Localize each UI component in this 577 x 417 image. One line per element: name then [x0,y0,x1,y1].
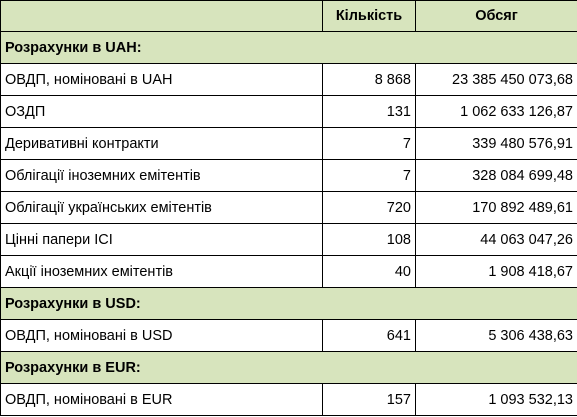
row-volume: 1 908 418,67 [415,255,577,288]
section-title: Розрахунки в EUR: [0,351,577,384]
table-row: ОВДП, номіновані в EUR 157 1 093 532,13 [0,383,577,416]
row-name: ОВДП, номіновані в EUR [0,383,323,416]
table-row: ОВДП, номіновані в USD 641 5 306 438,63 [0,319,577,352]
section-title: Розрахунки в USD: [0,287,577,320]
row-count: 641 [322,319,416,352]
row-count: 7 [322,127,416,160]
row-count: 8 868 [322,63,416,96]
section-row-eur: Розрахунки в EUR: [0,351,577,384]
row-count: 7 [322,159,416,192]
row-name: ОВДП, номіновані в UAH [0,63,323,96]
row-name: Цінні папери ІСІ [0,223,323,256]
row-volume: 1 093 532,13 [415,383,577,416]
row-volume: 328 084 699,48 [415,159,577,192]
section-row-usd: Розрахунки в USD: [0,287,577,320]
table-row: Облігації українських емітентів 720 170 … [0,191,577,224]
table-row: ОВДП, номіновані в UAH 8 868 23 385 450 … [0,63,577,96]
table-row: Цінні папери ІСІ 108 44 063 047,26 [0,223,577,256]
table-row: Деривативні контракти 7 339 480 576,91 [0,127,577,160]
section-title: Розрахунки в UAH: [0,31,577,64]
row-name: Акції іноземних емітентів [0,255,323,288]
row-name: Деривативні контракти [0,127,323,160]
row-name: Облігації українських емітентів [0,191,323,224]
header-blank-cell [0,0,323,32]
row-volume: 170 892 489,61 [415,191,577,224]
row-count: 108 [322,223,416,256]
row-name: ОВДП, номіновані в USD [0,319,323,352]
header-count: Кількість [322,0,416,32]
row-count: 40 [322,255,416,288]
header-volume: Обсяг [415,0,577,32]
table-row: ОЗДП 131 1 062 633 126,87 [0,95,577,128]
row-volume: 5 306 438,63 [415,319,577,352]
row-name: Облігації іноземних емітентів [0,159,323,192]
table-row: Акції іноземних емітентів 40 1 908 418,6… [0,255,577,288]
row-volume: 1 062 633 126,87 [415,95,577,128]
section-row-uah: Розрахунки в UAH: [0,31,577,64]
row-volume: 339 480 576,91 [415,127,577,160]
row-name: ОЗДП [0,95,323,128]
row-volume: 44 063 047,26 [415,223,577,256]
row-volume: 23 385 450 073,68 [415,63,577,96]
row-count: 157 [322,383,416,416]
table-row: Облігації іноземних емітентів 7 328 084 … [0,159,577,192]
header-row: Кількість Обсяг [0,0,577,32]
row-count: 720 [322,191,416,224]
row-count: 131 [322,95,416,128]
